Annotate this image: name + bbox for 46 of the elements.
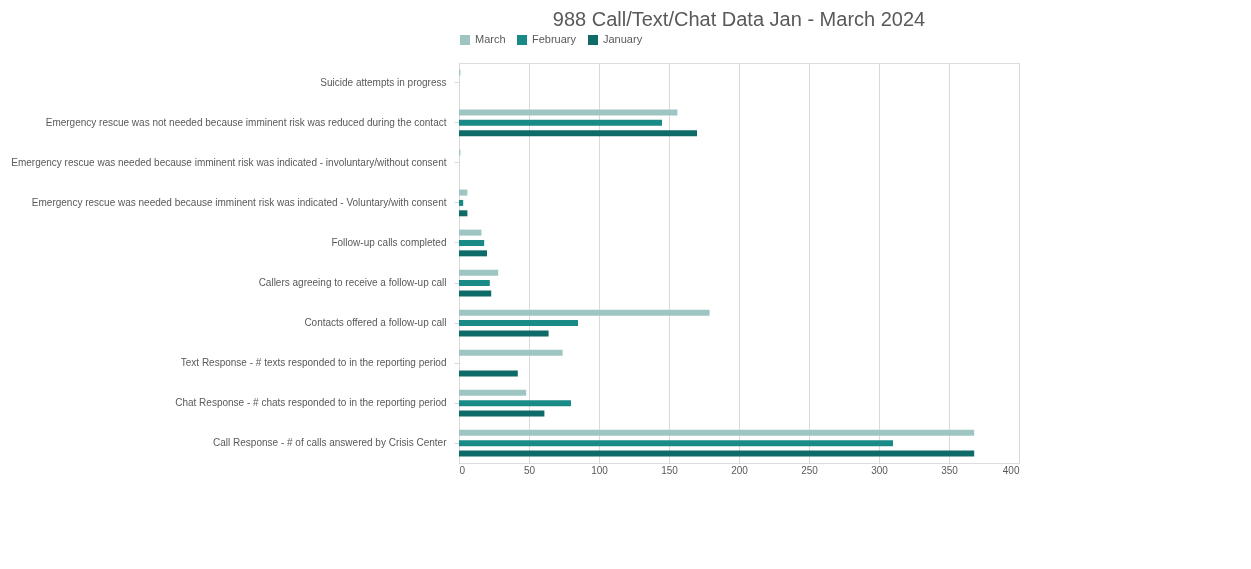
x-tick-label: 0 <box>459 464 466 476</box>
y-tick-label: Emergency rescue was not needed because imminent risk was reduced during the contact <box>45 116 447 128</box>
y-tick-label: Callers agreeing to receive a follow-up call <box>258 277 447 289</box>
bar <box>459 309 710 316</box>
y-tick-label: Contacts offered a follow-up call <box>304 317 447 329</box>
legend-label: March <box>475 33 506 45</box>
bar <box>459 370 518 377</box>
x-tick-label: 400 <box>1002 464 1020 476</box>
x-tick-label: 200 <box>731 464 749 476</box>
bar <box>459 280 490 287</box>
y-tick-label: Chat Response - # chats responded to in the reporting period <box>175 397 447 409</box>
chart-title: 988 Call/Text/Chat Data Jan - March 2024 <box>552 8 926 30</box>
x-tick-label: 350 <box>941 464 959 476</box>
bar <box>459 109 678 116</box>
bar <box>459 290 492 297</box>
x-tick-label: 250 <box>801 464 819 476</box>
bar <box>459 130 697 137</box>
bar <box>459 320 578 327</box>
bar <box>459 349 563 356</box>
bar <box>459 229 482 236</box>
y-tick-label: Suicide attempts in progress <box>320 76 447 88</box>
bar <box>459 440 893 447</box>
y-tick-label: Emergency rescue was needed because imminent risk was indicated - Voluntary/with consent <box>31 196 447 208</box>
bar <box>459 450 975 457</box>
x-tick-label: 50 <box>523 464 536 476</box>
bar <box>459 269 499 276</box>
x-tick-label: 100 <box>591 464 609 476</box>
bar <box>459 239 485 246</box>
bar <box>459 330 549 337</box>
bar <box>459 410 545 417</box>
bar <box>459 189 468 196</box>
y-tick-label: Call Response - # of calls answered by Crisis Center <box>213 437 448 449</box>
bar <box>459 199 464 206</box>
x-tick-label: 150 <box>661 464 679 476</box>
bar <box>459 210 468 217</box>
x-tick-label: 300 <box>871 464 889 476</box>
y-tick-label: Emergency rescue was needed because imminent risk was indicated - involuntary/without consent <box>11 156 447 168</box>
y-tick-label: Text Response - # texts responded to in the reporting period <box>180 357 447 369</box>
bar <box>459 400 571 407</box>
bar <box>459 429 975 436</box>
legend-label: January <box>603 33 643 45</box>
bar <box>459 119 662 126</box>
legend-label: February <box>532 33 577 45</box>
bar <box>459 389 527 396</box>
y-tick-label: Follow-up calls completed <box>331 236 447 248</box>
bar <box>459 250 487 257</box>
